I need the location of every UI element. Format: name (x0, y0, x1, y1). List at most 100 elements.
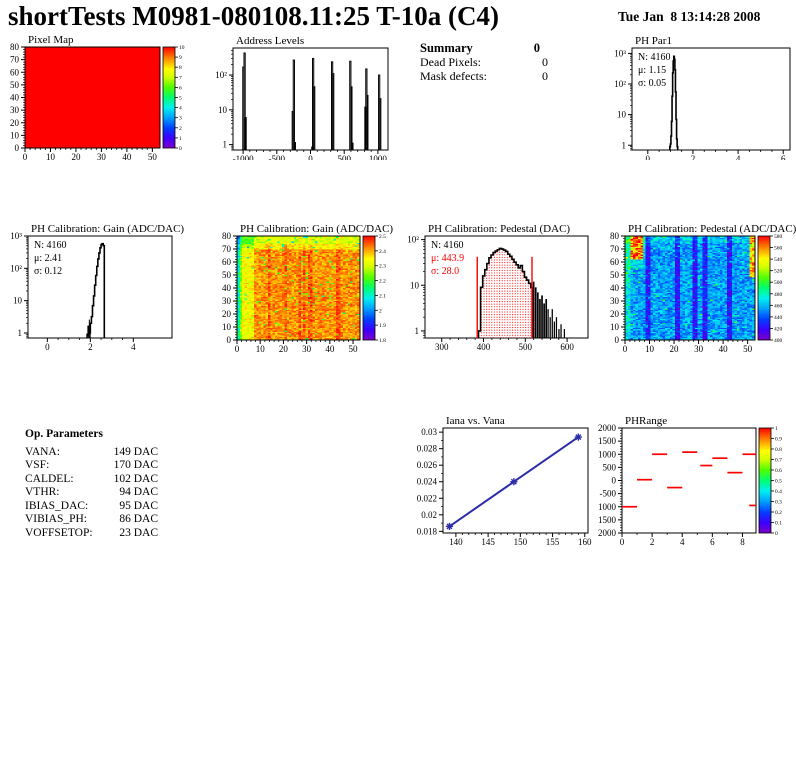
svg-text:80: 80 (10, 42, 20, 52)
svg-text:Pixel Map: Pixel Map (28, 35, 74, 46)
svg-text:1.8: 1.8 (379, 338, 386, 344)
svg-text:0.3: 0.3 (775, 500, 782, 506)
svg-text:0: 0 (308, 154, 313, 160)
svg-text:5: 5 (179, 96, 182, 102)
svg-text:σ: 0.12: σ: 0.12 (34, 266, 62, 277)
svg-text:0: 0 (45, 342, 50, 352)
op-parameters-block: Op. Parameters VANA: 149 DAC VSF: 170 DA… (25, 428, 158, 540)
svg-text:7: 7 (179, 75, 182, 81)
gain-histogram-chart: PH Calibration: Gain (ADC/DAC) 0 2 4 1 10 10² 1… (10, 223, 184, 352)
svg-text:2000: 2000 (598, 528, 617, 538)
svg-text:0: 0 (646, 154, 651, 160)
page-title: shortTests M0981-080108.11:25 T-10a (C4) (8, 1, 500, 31)
svg-text:4: 4 (680, 537, 685, 545)
op-param-vibias-ph: VIBIAS_PH: 86 DAC (25, 513, 158, 525)
svg-text:1: 1 (179, 136, 182, 142)
svg-text:300: 300 (435, 342, 449, 352)
svg-text:4: 4 (179, 106, 182, 112)
svg-text:0.7: 0.7 (775, 458, 782, 464)
pixel-map-chart: Pixel Map 0 10 20 30 40 50 0 10 20 30 40 50 60 70 80 0 1 2… (10, 35, 185, 160)
op-param-vana: VANA: 149 DAC (25, 445, 158, 458)
svg-text:10³: 10³ (10, 231, 22, 241)
svg-text:560: 560 (774, 246, 783, 252)
svg-text:30: 30 (694, 344, 704, 354)
ph-range-chart: PHRange 0 2 4 6 8 2000 1500 1000 500 0 -500 1000 1500… (598, 415, 782, 545)
svg-text:0: 0 (615, 335, 620, 345)
svg-text:60: 60 (10, 67, 20, 77)
svg-text:10²: 10² (215, 70, 227, 80)
svg-text:10: 10 (610, 322, 620, 332)
svg-text:50: 50 (349, 344, 359, 354)
svg-text:N: 4160: N: 4160 (431, 240, 464, 251)
panel-ph-par1: PH Par1 0 2 4 6 1 10 10² 10³ N: 4160 μ: 1.15 σ: 0.0… (598, 35, 796, 160)
svg-text:10: 10 (218, 105, 228, 115)
summary-total: 0 (533, 41, 540, 55)
svg-text:1500: 1500 (598, 436, 617, 446)
svg-text:40: 40 (610, 283, 620, 293)
svg-text:500: 500 (519, 342, 533, 352)
svg-text:0: 0 (227, 335, 232, 345)
svg-text:10: 10 (10, 130, 20, 140)
svg-text:2.1: 2.1 (379, 293, 386, 299)
svg-text:500: 500 (337, 154, 351, 160)
svg-text:150: 150 (514, 537, 528, 545)
svg-text:30: 30 (222, 296, 232, 306)
svg-text:520: 520 (774, 269, 783, 275)
svg-text:50: 50 (610, 270, 620, 280)
svg-text:μ: 1.15: μ: 1.15 (638, 65, 666, 76)
svg-text:50: 50 (10, 80, 20, 90)
svg-text:2: 2 (379, 308, 382, 314)
svg-text:60: 60 (610, 257, 620, 267)
svg-text:600: 600 (560, 342, 574, 352)
op-param-vsf: VSF: 170 DAC (25, 459, 158, 471)
svg-text:0.6: 0.6 (775, 468, 782, 474)
svg-text:10²: 10² (10, 263, 22, 273)
svg-text:1: 1 (622, 140, 627, 150)
svg-text:155: 155 (546, 537, 560, 545)
svg-text:580: 580 (774, 234, 783, 240)
svg-text:-500: -500 (600, 489, 617, 499)
iana-vs-vana-chart: Iana vs. Vana 140 145 150 155 160 0.018 0.02 0.0… (417, 415, 592, 545)
svg-text:20: 20 (670, 344, 680, 354)
svg-text:10: 10 (410, 280, 420, 290)
svg-text:6: 6 (179, 85, 182, 91)
svg-text:0.1: 0.1 (775, 521, 782, 527)
svg-text:-500: -500 (269, 154, 286, 160)
svg-text:50: 50 (743, 344, 753, 354)
svg-text:N: 4160: N: 4160 (34, 240, 67, 251)
svg-text:2: 2 (179, 126, 182, 132)
svg-text:PH Calibration: Pedestal (ADC/: PH Calibration: Pedestal (ADC/DAC) (628, 223, 796, 235)
svg-text:PH Calibration: Gain (ADC/DAC): PH Calibration: Gain (ADC/DAC) (240, 223, 393, 235)
svg-text:70: 70 (10, 55, 20, 65)
svg-text:70: 70 (610, 244, 620, 254)
svg-text:0.2: 0.2 (775, 510, 782, 516)
svg-text:0.9: 0.9 (775, 437, 782, 443)
panel-gain-map: PH Calibration: Gain (ADC/DAC) 0 10 20 30 40 5… (210, 220, 395, 355)
svg-text:N: 4160: N: 4160 (638, 52, 671, 63)
svg-text:145: 145 (481, 537, 495, 545)
svg-text:10²: 10² (614, 79, 626, 89)
svg-text:10: 10 (13, 296, 23, 306)
svg-text:540: 540 (774, 257, 783, 263)
svg-text:2: 2 (88, 342, 93, 352)
panel-ph-range: PHRange 0 2 4 6 8 2000 1500 1000 500 0 -500 1000 1500… (598, 410, 796, 545)
panel-pedestal-histogram: PH Calibration: Pedestal (DAC) 300 400 500 6… (405, 220, 595, 355)
svg-text:2.3: 2.3 (379, 264, 386, 270)
op-parameters-title: Op. Parameters (25, 428, 103, 440)
panel-pedestal-map: PH Calibration: Pedestal (ADC/DAC) 0 10 20 3… (598, 220, 796, 355)
svg-text:μ: 443.9: μ: 443.9 (431, 253, 464, 264)
svg-text:σ: 28.0: σ: 28.0 (431, 266, 459, 277)
svg-text:20: 20 (10, 118, 20, 128)
svg-text:1.9: 1.9 (379, 323, 386, 329)
svg-text:2: 2 (650, 537, 655, 545)
svg-text:0.8: 0.8 (775, 447, 782, 453)
svg-text:40: 40 (222, 283, 232, 293)
svg-text:480: 480 (774, 292, 783, 298)
svg-text:9: 9 (179, 55, 182, 61)
svg-text:0.4: 0.4 (775, 489, 782, 495)
svg-text:Address Levels: Address Levels (236, 35, 304, 47)
svg-text:0: 0 (623, 344, 628, 354)
svg-text:Iana vs. Vana: Iana vs. Vana (446, 415, 505, 427)
svg-text:20: 20 (222, 309, 232, 319)
svg-text:420: 420 (774, 326, 783, 332)
